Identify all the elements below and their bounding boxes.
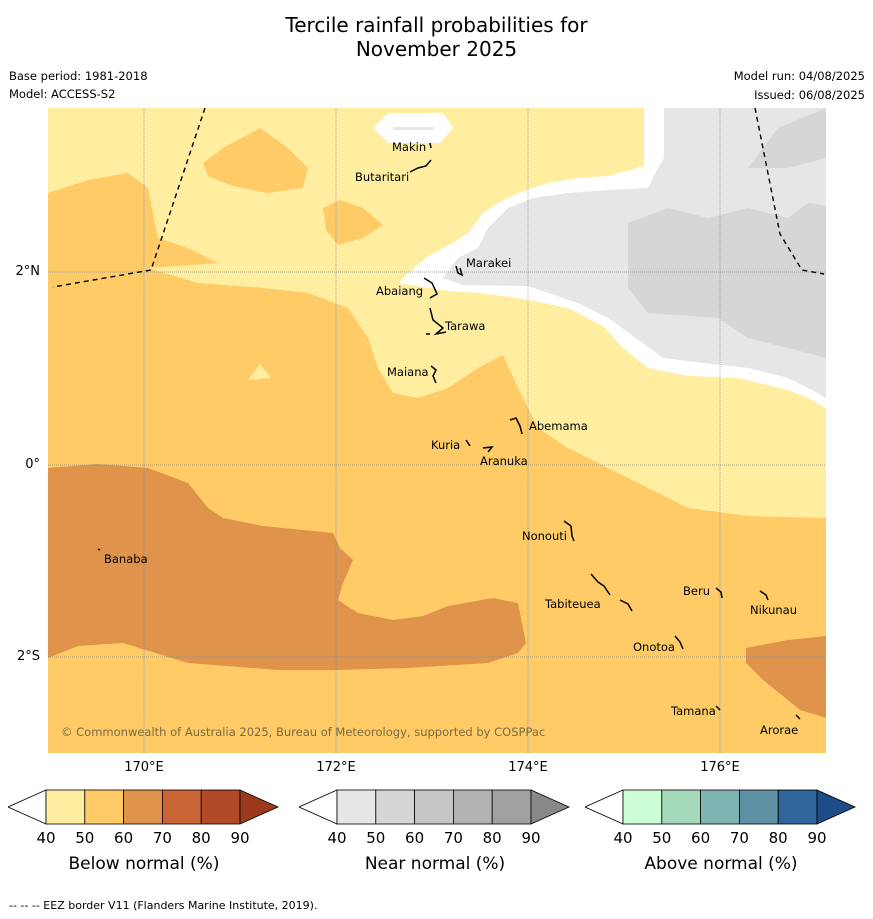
label-kuria: Kuria	[431, 438, 460, 452]
colorbar-above-normal	[585, 789, 856, 825]
label-beru: Beru	[683, 584, 710, 598]
zone-60-70-west	[48, 464, 526, 670]
issued-date: Issued: 06/08/2025	[754, 88, 865, 102]
zone-50-60-patch-north	[203, 128, 308, 193]
lat-label-2n: 2°N	[15, 264, 41, 279]
eez-border	[52, 108, 825, 288]
colorbar-lower-extend	[299, 789, 338, 825]
colorbar-segment	[414, 789, 454, 825]
colorbar-upper-extend	[816, 789, 856, 825]
colorbar-segment	[84, 789, 125, 825]
label-tabiteuea: Tabiteuea	[544, 597, 601, 611]
zone-near-normal-top	[393, 127, 433, 130]
colorbar-lower-extend	[585, 789, 624, 825]
colorbar-near-normal	[299, 789, 570, 825]
label-nikunau: Nikunau	[750, 603, 797, 617]
zone-near-normal-50-60-top	[748, 108, 826, 168]
colorbar-ticks-below: 40 50 60 70 80 90	[8, 829, 280, 849]
zone-near-normal-50-60	[628, 203, 826, 358]
map-title-line1: Tercile rainfall probabilities for	[285, 13, 588, 37]
colorbar-segment	[123, 789, 163, 825]
colorbar-segment	[700, 789, 740, 825]
label-butaritari: Butaritari	[355, 170, 409, 184]
colorbar-segment	[452, 789, 493, 825]
colorbar-upper-extend	[530, 789, 570, 825]
colorbar-tick-label: 60	[691, 829, 711, 847]
label-marakei: Marakei	[466, 256, 511, 270]
label-tamana: Tamana	[670, 704, 716, 718]
lon-label-172e: 172°E	[316, 760, 356, 775]
label-arorae: Arorae	[760, 723, 798, 737]
zone-50-60-patch-mid	[323, 200, 383, 245]
lon-label-176e: 176°E	[700, 760, 740, 775]
colorbar-tick-label: 80	[768, 829, 788, 847]
colorbar-tick-label: 70	[729, 829, 749, 847]
colorbar-tick-label: 90	[521, 829, 541, 847]
label-banaba: Banaba	[104, 552, 148, 566]
colorbar-tick-label: 40	[613, 829, 633, 847]
zone-40-50-spot	[248, 364, 271, 380]
graticule	[48, 108, 826, 753]
label-abaiang: Abaiang	[376, 284, 423, 298]
colorbar-tick-label: 80	[191, 829, 211, 847]
colorbar-title-above: Above normal (%)	[644, 854, 798, 874]
colorbar-tick-label: 90	[230, 829, 250, 847]
colorbar-title-near: Near normal (%)	[364, 854, 506, 874]
eez-footnote: -- -- -- EEZ border V11 (Flanders Marine…	[9, 899, 318, 912]
label-aranuka: Aranuka	[480, 454, 528, 468]
colorbar-ticks-above: 40 50 60 70 80 90	[585, 829, 857, 849]
model-name: Model: ACCESS-S2	[9, 87, 116, 101]
colorbar-segment	[336, 789, 377, 825]
colorbar-segment	[777, 789, 818, 825]
colorbar-ticks-near: 40 50 60 70 80 90	[299, 829, 571, 849]
colorbar-lower-extend	[8, 789, 47, 825]
lon-label-170e: 170°E	[124, 760, 164, 775]
label-makin: Makin	[392, 140, 426, 154]
lon-label-174e: 174°E	[508, 760, 548, 775]
map-title-line2: November 2025	[355, 37, 518, 61]
copyright-notice: © Commonwealth of Australia 2025, Bureau…	[61, 725, 545, 739]
lat-label-0: 0°	[25, 457, 40, 472]
colorbar-segment	[161, 789, 202, 825]
colorbar-tick-label: 50	[652, 829, 672, 847]
colorbar-tick-label: 40	[36, 829, 56, 847]
colorbar-segment	[375, 789, 416, 825]
colorbar-tick-label: 70	[152, 829, 172, 847]
label-tarawa: Tarawa	[444, 319, 485, 333]
colorbar-title-below: Below normal (%)	[68, 854, 220, 874]
colorbar-segment	[45, 789, 86, 825]
island-outlines	[97, 142, 801, 720]
colorbar-tick-label: 80	[482, 829, 502, 847]
label-maiana: Maiana	[387, 365, 429, 379]
colorbar-segment	[661, 789, 702, 825]
label-onotoa: Onotoa	[633, 640, 675, 654]
colorbar-upper-extend	[239, 789, 279, 825]
lat-label-2s: 2°S	[16, 649, 40, 664]
model-run-date: Model run: 04/08/2025	[733, 69, 865, 83]
colorbar-segment	[622, 789, 663, 825]
colorbar-segment	[738, 789, 779, 825]
label-nonouti: Nonouti	[522, 529, 567, 543]
colorbar-tick-label: 60	[114, 829, 134, 847]
colorbar-segment	[491, 789, 532, 825]
zone-50-60-patch-west	[48, 173, 218, 268]
colorbar-tick-label: 60	[405, 829, 425, 847]
label-abemama: Abemama	[529, 419, 588, 433]
colorbar-tick-label: 50	[366, 829, 386, 847]
colorbar-tick-label: 40	[327, 829, 347, 847]
colorbar-tick-label: 70	[443, 829, 463, 847]
colorbar-segment	[200, 789, 241, 825]
colorbar-below-normal	[8, 789, 279, 825]
rainfall-map: Makin Butaritari Marakei Abaiang Tarawa …	[48, 108, 826, 753]
base-period: Base period: 1981-2018	[9, 69, 148, 83]
zone-60-70-east	[746, 636, 826, 718]
colorbar-tick-label: 90	[807, 829, 827, 847]
colorbar-tick-label: 50	[75, 829, 95, 847]
